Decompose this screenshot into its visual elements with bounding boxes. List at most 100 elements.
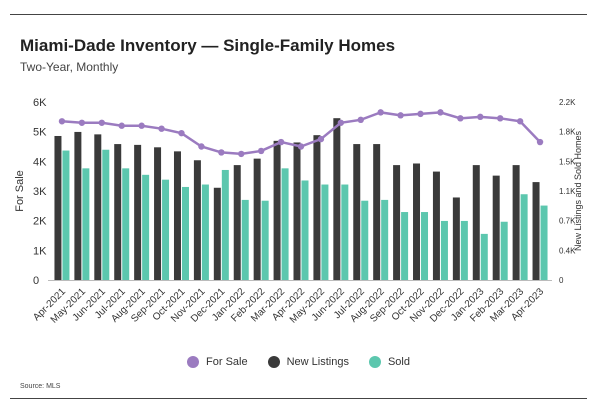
legend-swatch-sold [368,356,381,368]
bar-new-listings [492,175,500,280]
bar-new-listings [134,144,142,280]
bar-sold [401,212,409,280]
bar-sold [341,184,349,280]
bar-new-listings [313,135,321,280]
bar-sold [62,150,70,280]
bar-sold [82,168,90,280]
bar-sold [421,212,429,280]
bar-new-listings [94,134,102,280]
y-tick-label: 1K [33,245,47,257]
chart: 0 1K 2K 3K 4K 5K 6K 0 0.4K 0.7K 1.1K 1.5K 1.8K 2.2K Fo… [14,97,583,326]
bar-new-listings [233,165,241,280]
bar-sold [480,233,488,280]
bar-sold [381,199,389,280]
bar-new-listings [54,135,62,280]
point-for-sale [238,150,245,158]
point-for-sale [98,119,106,126]
bar-sold [142,174,150,280]
legend-item-sold: Sold [368,356,410,368]
bar-sold [460,220,468,280]
bar-sold [500,221,508,280]
bar-new-listings [472,165,480,280]
bar-sold [281,168,289,280]
chart-title: Miami-Dade Inventory — Single-Family Hom… [20,36,396,55]
bar-sold [520,194,528,280]
bar-new-listings [373,144,381,280]
point-for-sale [437,109,444,116]
y-tick-label: 0 [33,275,39,287]
y2-tick-label: 0 [559,276,564,285]
top-rule [10,14,587,15]
point-for-sale [78,119,86,126]
point-for-sale [516,118,524,125]
point-for-sale [297,143,305,150]
bar-sold [162,179,170,280]
bar-new-listings [293,142,301,280]
bar-new-listings [253,158,261,280]
bar-sold [102,149,110,280]
bar-new-listings [273,140,281,280]
point-for-sale [178,129,185,137]
y2-tick-label: 1.5K [559,157,576,166]
point-for-sale [417,110,424,118]
bar-sold [241,199,249,280]
point-for-sale [198,143,205,150]
y2-tick-label: 0.4K [559,246,576,255]
legend-label-for-sale: For Sale [206,356,248,368]
y2-tick-label: 1.1K [559,187,576,196]
point-for-sale [257,147,265,155]
bar-sold [301,180,309,280]
y-tick-label: 4K [33,156,47,168]
bar-new-listings [193,160,201,280]
bar-sold [181,186,189,280]
legend: For Sale New Listings Sold [0,356,597,368]
bar-new-listings [333,118,341,280]
bar-sold [261,200,269,280]
point-for-sale [337,119,345,126]
y2-tick-label: 0.7K [559,217,576,226]
bar-sold [540,205,548,280]
chart-subtitle: Two-Year, Monthly [20,60,119,74]
legend-item-for-sale: For Sale [187,356,248,368]
point-for-sale [138,122,145,129]
bar-new-listings [532,182,540,280]
bar-new-listings [413,163,421,280]
point-for-sale [477,113,484,121]
point-for-sale [357,116,364,124]
point-for-sale [377,109,384,116]
bar-sold [361,200,369,280]
point-for-sale [397,112,404,119]
y2-axis-label: New Listings and Sold Homes [573,130,583,251]
point-for-sale [58,118,66,125]
legend-item-new-listings: New Listings [267,356,349,368]
bar-new-listings [114,144,122,280]
point-for-sale [536,138,544,146]
point-for-sale [218,149,225,156]
point-for-sale [118,122,125,129]
bar-new-listings [173,151,181,280]
bar-sold [122,168,130,280]
source-note: Source: MLS [20,383,61,390]
point-for-sale [497,115,504,122]
y-tick-label: 2K [33,216,47,228]
bar-new-listings [353,144,361,280]
bar-new-listings [154,147,162,280]
point-for-sale [277,138,285,146]
bar-sold [440,220,448,280]
y2-tick-label: 2.2K [559,98,576,107]
bar-new-listings [213,187,221,280]
point-for-sale [158,125,165,132]
y-tick-label: 3K [33,186,47,198]
legend-swatch-for-sale [187,356,200,368]
bar-new-listings [393,165,401,280]
point-for-sale [317,135,325,143]
bar-sold [201,184,209,280]
bar-sold [221,169,229,280]
y2-tick-label: 1.8K [559,128,576,137]
bar-new-listings [512,165,520,280]
y-tick-label: 6K [33,97,47,109]
legend-label-sold: Sold [387,356,410,368]
legend-swatch-new-listings [267,356,280,368]
bar-new-listings [74,131,82,280]
bar-new-listings [432,171,440,280]
